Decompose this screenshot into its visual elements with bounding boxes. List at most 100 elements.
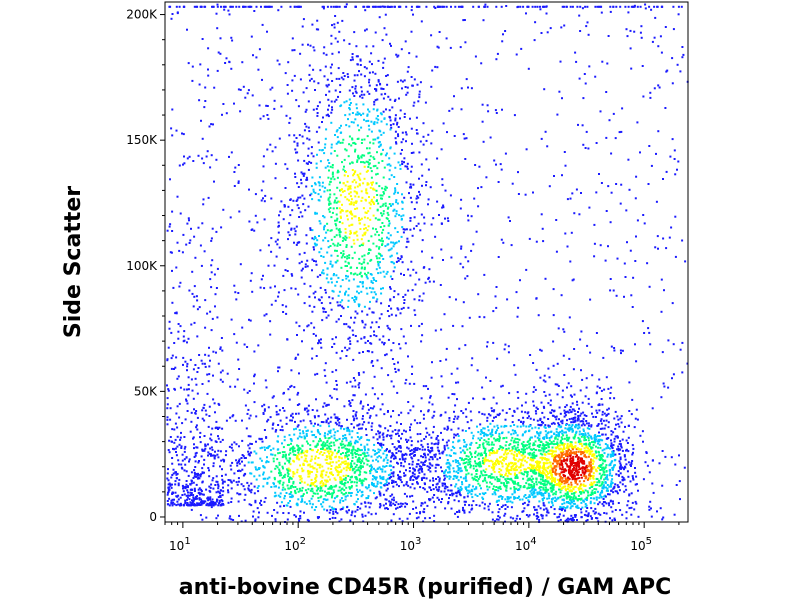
event-dot — [472, 485, 474, 488]
event-dot — [470, 464, 472, 467]
event-dot — [363, 421, 366, 424]
event-dot — [254, 214, 257, 217]
event-dot — [303, 511, 305, 514]
event-dot — [438, 479, 441, 481]
event-dot — [339, 181, 341, 184]
event-dot — [255, 478, 258, 481]
event-dot — [289, 447, 292, 450]
event-dot — [332, 175, 335, 178]
event-dot — [552, 414, 555, 417]
event-dot — [342, 434, 345, 437]
event-dot — [375, 200, 378, 202]
event-dot — [496, 499, 499, 502]
event-dot — [283, 476, 286, 479]
event-dot — [266, 477, 269, 480]
event-dot — [241, 419, 243, 422]
event-dot — [546, 497, 549, 500]
event-dot — [303, 435, 306, 438]
event-dot — [288, 222, 291, 225]
event-dot — [376, 115, 379, 117]
event-dot — [287, 487, 290, 490]
event-dot — [568, 478, 571, 480]
event-dot — [370, 52, 373, 55]
event-dot — [367, 225, 370, 228]
event-dot — [400, 218, 403, 220]
event-dot — [424, 454, 427, 457]
event-dot — [674, 215, 677, 218]
event-dot — [349, 340, 352, 343]
event-dot — [587, 465, 589, 468]
event-dot — [556, 462, 559, 465]
event-dot — [231, 461, 234, 464]
event-dot — [571, 505, 574, 508]
event-dot — [366, 182, 369, 185]
event-dot — [328, 493, 331, 496]
event-dot — [345, 236, 348, 239]
event-dot — [452, 460, 455, 463]
event-dot — [358, 217, 360, 219]
event-dot — [570, 421, 573, 424]
event-dot — [625, 28, 628, 31]
event-dot — [392, 410, 395, 412]
event-dot — [484, 471, 487, 474]
event-dot — [606, 487, 609, 490]
event-dot — [357, 154, 360, 157]
event-dot — [591, 485, 593, 487]
event-dot — [481, 386, 484, 389]
event-dot — [289, 452, 292, 455]
event-dot — [214, 427, 217, 430]
event-dot — [404, 474, 407, 477]
event-dot — [532, 467, 535, 470]
event-dot — [259, 502, 261, 505]
event-dot — [509, 487, 512, 490]
event-dot — [488, 449, 491, 452]
event-dot — [368, 147, 371, 150]
event-dot — [267, 406, 270, 409]
event-dot — [533, 443, 536, 446]
event-dot — [388, 178, 391, 181]
event-dot — [542, 494, 545, 497]
event-dot — [253, 492, 256, 495]
event-dot — [334, 416, 337, 419]
event-dot — [292, 416, 294, 419]
event-dot — [328, 505, 331, 508]
event-dot — [423, 508, 426, 511]
event-dot — [326, 78, 329, 81]
event-dot — [304, 407, 306, 410]
event-dot — [398, 458, 401, 461]
event-dot — [193, 456, 196, 458]
event-dot — [326, 189, 329, 192]
event-dot — [270, 237, 273, 240]
event-dot — [514, 472, 516, 475]
event-dot — [328, 196, 331, 199]
event-dot — [554, 470, 557, 473]
event-dot — [538, 491, 541, 494]
event-dot — [597, 423, 600, 425]
event-dot — [415, 197, 418, 200]
event-dot — [410, 201, 413, 204]
event-dot — [355, 45, 358, 48]
event-dot — [370, 428, 373, 431]
event-dot — [611, 519, 614, 522]
event-dot — [581, 469, 584, 472]
event-dot — [356, 459, 359, 462]
event-dot — [244, 519, 247, 522]
event-dot — [620, 415, 623, 418]
event-dot — [365, 160, 368, 163]
event-dot — [299, 211, 302, 214]
event-dot — [570, 505, 573, 508]
event-dot — [553, 410, 556, 412]
event-dot — [264, 477, 266, 480]
event-dot — [358, 177, 361, 180]
event-dot — [486, 425, 489, 428]
event-dot — [606, 445, 609, 448]
event-dot — [387, 374, 390, 377]
event-dot — [559, 467, 562, 470]
event-dot — [490, 448, 493, 451]
event-dot — [376, 298, 379, 301]
event-dot — [397, 126, 400, 128]
event-dot — [590, 497, 592, 500]
event-dot — [355, 296, 358, 299]
event-dot — [382, 148, 384, 151]
event-dot — [360, 238, 363, 241]
